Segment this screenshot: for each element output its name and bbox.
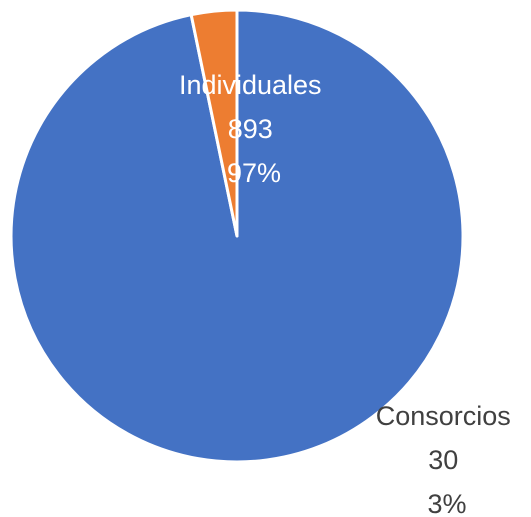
slice-category-consorcios: Consorcios: [376, 401, 511, 431]
slice-category-individuales: Individuales: [179, 70, 322, 100]
slice-value-individuales: 893: [228, 114, 273, 144]
slice-value-consorcios: 30: [428, 445, 458, 475]
slice-label-consorcios: Consorcios 30 3%: [376, 401, 519, 517]
pie-slices: [9, 8, 465, 464]
slice-percent-individuales: 97%: [227, 158, 281, 188]
pie-slice-consorcios: [189, 8, 239, 238]
slice-percent-consorcios: 3%: [427, 489, 466, 517]
slice-label-individuales: Individuales 893 97%: [179, 70, 329, 188]
